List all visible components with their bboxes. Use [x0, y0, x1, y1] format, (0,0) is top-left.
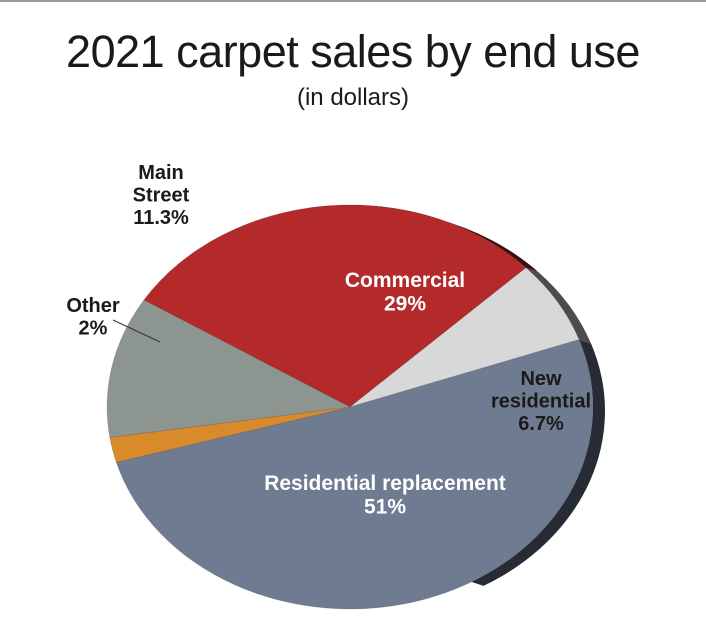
pie-slice-main-street: [106, 299, 352, 438]
slice-label-new-residential: New residential 6.7%: [491, 368, 591, 435]
slice-name-line: Residential replacement: [264, 472, 506, 495]
slice-label-commercial: Commercial 29%: [345, 269, 465, 316]
slice-value-other: 2%: [79, 317, 108, 339]
slice-name-line: Other: [66, 295, 120, 317]
slice-name-line: residential: [491, 390, 591, 412]
slice-name-line: Street: [133, 184, 190, 206]
slice-name-line: Main: [138, 162, 184, 184]
slice-name-line: Commercial: [345, 269, 465, 292]
slice-labels: Commercial 29% New residential 6.7% Residenti…: [66, 162, 591, 519]
slice-name-line: New: [520, 368, 562, 390]
slice-label-other: Other 2%: [66, 295, 120, 339]
leader-line-other: [112, 319, 161, 343]
pie-slice-new-residential: [349, 267, 580, 408]
pie-slices: [106, 204, 594, 610]
pie-slice-residential-replacement: [115, 339, 594, 610]
slice-value-main-street: 11.3%: [133, 207, 189, 229]
pie-slice-other: [109, 406, 351, 463]
slice-label-residential-replacement: Residential replacement 51%: [264, 472, 506, 519]
slice-value-residential-replacement: 51%: [364, 496, 406, 519]
chart-title: 2021 carpet sales by end use: [66, 26, 640, 77]
slice-value-commercial: 29%: [384, 293, 426, 316]
slice-label-main-street: Main Street 11.3%: [133, 162, 190, 229]
pie-slice-commercial: [143, 204, 527, 408]
leader-lines: [112, 319, 161, 343]
pie-depth-layer: [307, 205, 606, 586]
slice-value-new-residential: 6.7%: [518, 413, 564, 435]
top-divider: [0, 0, 706, 2]
chart-subtitle: (in dollars): [296, 84, 410, 111]
pie-depth-residential-replacement: [471, 339, 606, 586]
pie-depth-new-residential: [525, 267, 592, 344]
